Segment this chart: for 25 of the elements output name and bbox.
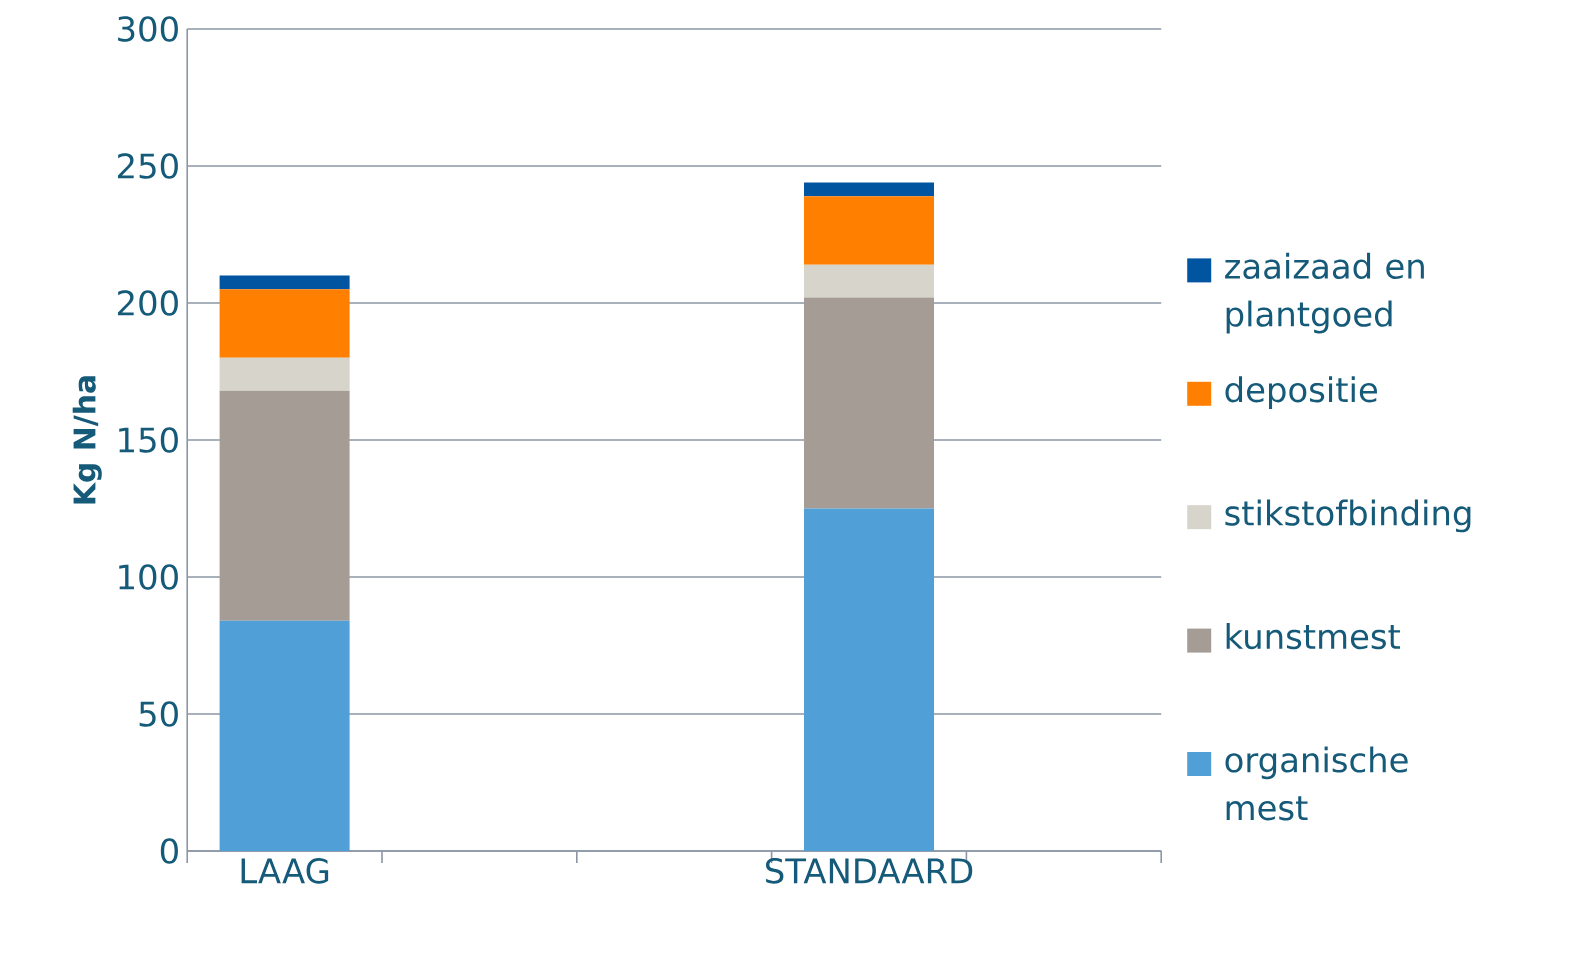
y-tick-label: 0: [160, 838, 178, 864]
y-tick-label: 50: [139, 701, 178, 727]
y-tick-label: 300: [118, 16, 178, 42]
x-tick-label: LAAG: [241, 858, 329, 884]
bar: [219, 357, 350, 391]
bar: [219, 620, 350, 851]
legend-label: kunstmest: [1226, 622, 1401, 650]
legend-label: zaaizaad en plantgoed: [1225, 252, 1424, 334]
y-tick-label: 200: [117, 290, 178, 316]
legend-label: organische mest: [1225, 746, 1408, 821]
x-tick-label: STANDAARD: [765, 858, 973, 884]
y-tick-label: 150: [119, 427, 178, 453]
bar: [804, 182, 935, 197]
bar: [219, 289, 350, 358]
y-tick-label: 250: [117, 153, 178, 179]
bar: [804, 508, 935, 851]
y-tick-label: 100: [119, 564, 178, 590]
legend-label: stikstofbinding: [1225, 499, 1471, 533]
bar: [219, 390, 350, 621]
legend-label: depositie: [1225, 376, 1377, 409]
bar: [219, 275, 350, 290]
y-axis-title: Kg N/ha: [72, 376, 102, 504]
bar: [804, 264, 935, 298]
bar: [804, 297, 935, 509]
bar: [804, 196, 935, 265]
